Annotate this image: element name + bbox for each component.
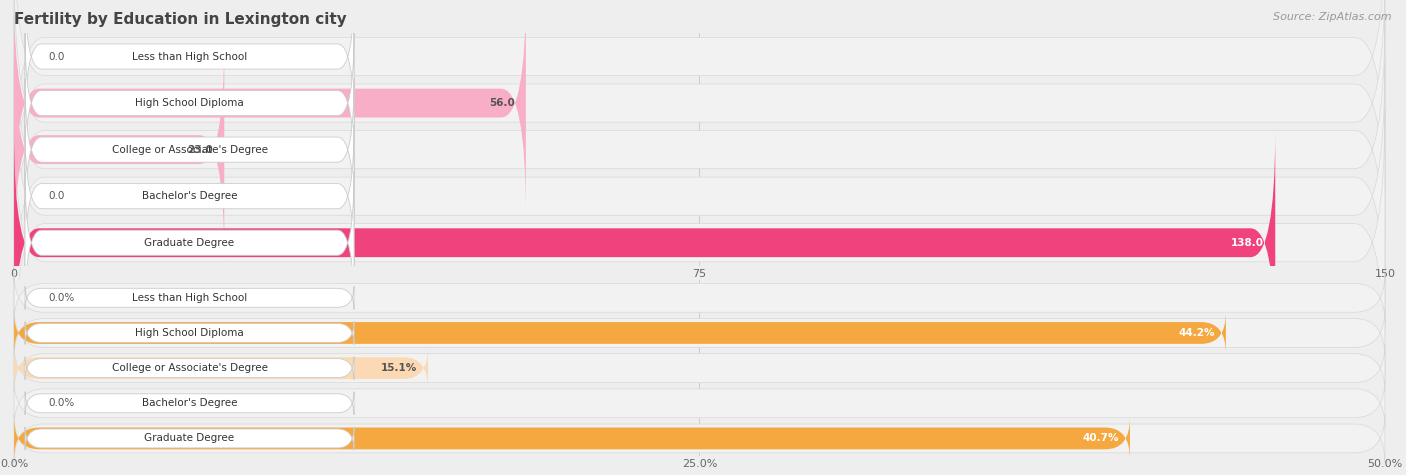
Text: College or Associate's Degree: College or Associate's Degree — [111, 144, 267, 155]
FancyBboxPatch shape — [14, 347, 427, 389]
FancyBboxPatch shape — [14, 0, 526, 214]
FancyBboxPatch shape — [14, 379, 1385, 428]
Text: 56.0: 56.0 — [489, 98, 515, 108]
Text: 0.0: 0.0 — [48, 51, 65, 62]
FancyBboxPatch shape — [14, 108, 1385, 377]
Text: Graduate Degree: Graduate Degree — [145, 433, 235, 444]
FancyBboxPatch shape — [25, 125, 354, 267]
Text: 0.0%: 0.0% — [48, 398, 75, 408]
FancyBboxPatch shape — [14, 15, 1385, 284]
FancyBboxPatch shape — [25, 0, 354, 128]
FancyBboxPatch shape — [14, 344, 1385, 392]
Text: High School Diploma: High School Diploma — [135, 98, 243, 108]
Text: 44.2%: 44.2% — [1178, 328, 1215, 338]
Text: 0.0%: 0.0% — [48, 293, 75, 303]
FancyBboxPatch shape — [25, 286, 354, 309]
FancyBboxPatch shape — [14, 132, 1275, 354]
FancyBboxPatch shape — [25, 322, 354, 344]
Text: Bachelor's Degree: Bachelor's Degree — [142, 191, 238, 201]
FancyBboxPatch shape — [14, 0, 1385, 191]
FancyBboxPatch shape — [14, 62, 1385, 331]
FancyBboxPatch shape — [25, 171, 354, 314]
Text: 15.1%: 15.1% — [381, 363, 418, 373]
Text: Bachelor's Degree: Bachelor's Degree — [142, 398, 238, 408]
FancyBboxPatch shape — [14, 38, 225, 261]
FancyBboxPatch shape — [25, 78, 354, 221]
Text: 40.7%: 40.7% — [1083, 433, 1119, 444]
FancyBboxPatch shape — [25, 392, 354, 415]
FancyBboxPatch shape — [14, 312, 1226, 354]
Text: High School Diploma: High School Diploma — [135, 328, 243, 338]
FancyBboxPatch shape — [14, 274, 1385, 322]
FancyBboxPatch shape — [14, 418, 1130, 459]
Text: Source: ZipAtlas.com: Source: ZipAtlas.com — [1274, 12, 1392, 22]
Text: Less than High School: Less than High School — [132, 293, 247, 303]
FancyBboxPatch shape — [25, 357, 354, 380]
FancyBboxPatch shape — [25, 32, 354, 174]
Text: 138.0: 138.0 — [1232, 238, 1264, 248]
FancyBboxPatch shape — [14, 414, 1385, 463]
FancyBboxPatch shape — [14, 309, 1385, 357]
FancyBboxPatch shape — [14, 0, 1385, 238]
Text: Fertility by Education in Lexington city: Fertility by Education in Lexington city — [14, 12, 347, 27]
FancyBboxPatch shape — [25, 427, 354, 450]
Text: 0.0: 0.0 — [48, 191, 65, 201]
Text: 23.0: 23.0 — [187, 144, 214, 155]
Text: Graduate Degree: Graduate Degree — [145, 238, 235, 248]
Text: Less than High School: Less than High School — [132, 51, 247, 62]
Text: College or Associate's Degree: College or Associate's Degree — [111, 363, 267, 373]
